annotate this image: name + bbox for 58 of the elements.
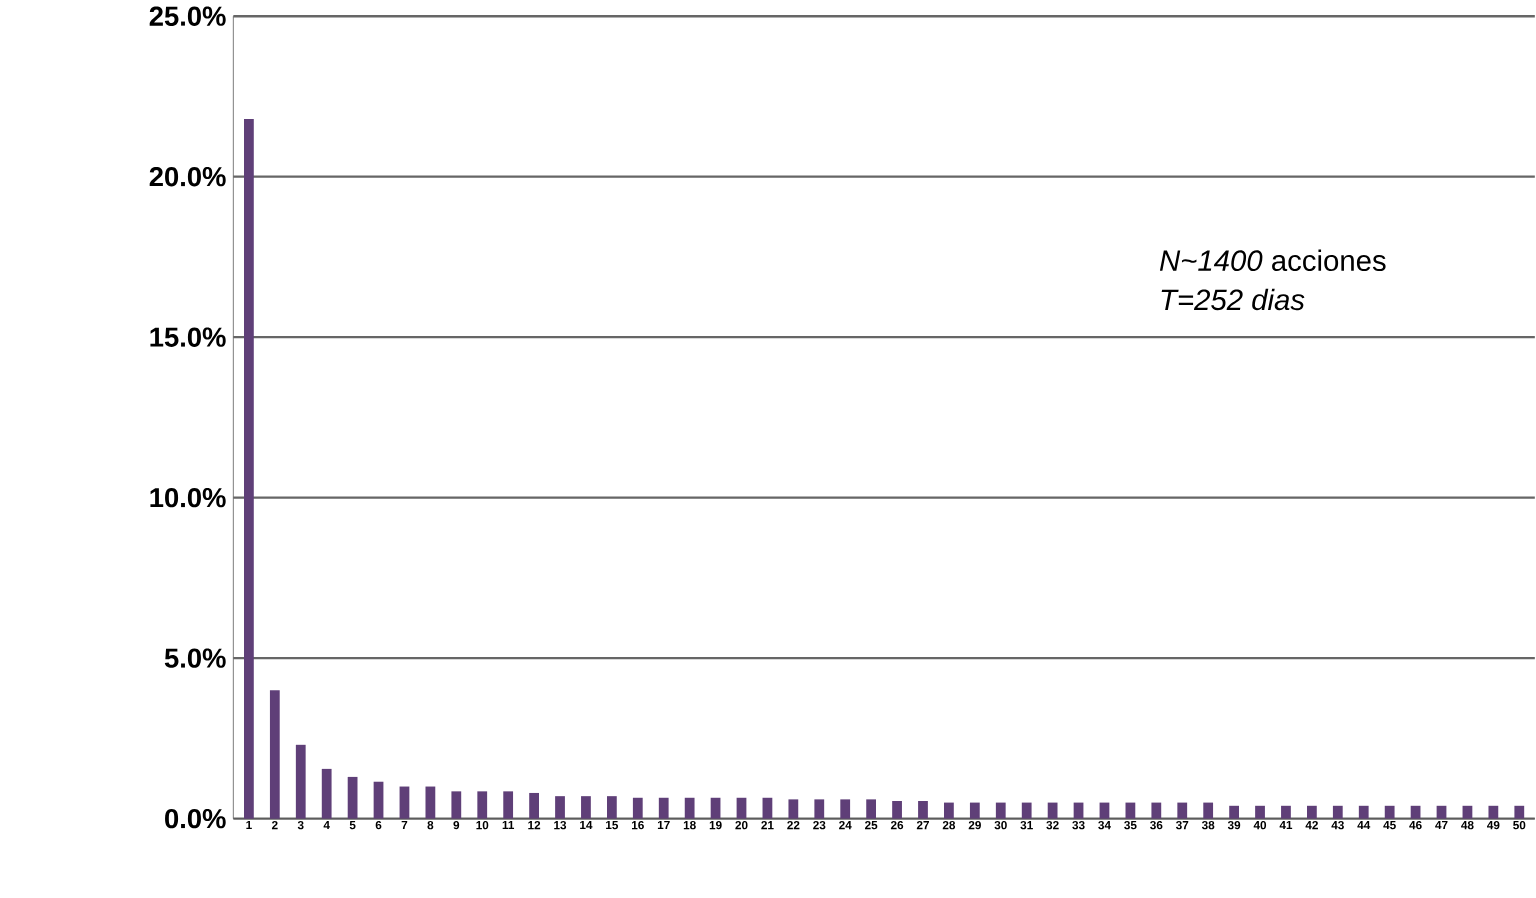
bar xyxy=(451,790,462,819)
bar xyxy=(1281,805,1291,819)
bar xyxy=(1384,805,1395,819)
bar xyxy=(503,790,514,819)
y-tick-label: 0.0% xyxy=(165,808,226,828)
bar xyxy=(1099,802,1110,819)
bar xyxy=(1306,805,1317,819)
bar xyxy=(606,795,617,819)
bar xyxy=(1177,802,1188,819)
bar xyxy=(295,744,306,819)
bar xyxy=(321,768,332,819)
bar xyxy=(373,781,384,819)
bar xyxy=(840,798,851,819)
bar xyxy=(581,795,591,819)
bar xyxy=(347,776,358,819)
bar xyxy=(736,797,747,819)
bar xyxy=(1436,805,1447,819)
bar xyxy=(425,786,436,819)
annotation: T=252 dias xyxy=(1161,288,1305,310)
bar xyxy=(866,798,877,819)
bar xyxy=(788,798,799,819)
bar xyxy=(892,800,902,819)
bar xyxy=(632,797,643,819)
bar xyxy=(529,792,539,819)
bar xyxy=(969,802,980,819)
bar xyxy=(1488,805,1499,819)
bar xyxy=(762,797,773,819)
bar xyxy=(1410,805,1421,819)
y-tick-label: 15.0% xyxy=(150,327,226,347)
bar xyxy=(658,797,669,819)
bar xyxy=(399,786,410,819)
bar xyxy=(1047,802,1058,819)
bar xyxy=(244,118,254,819)
annotation: N~1400 acciones xyxy=(1159,249,1386,271)
bar xyxy=(995,802,1006,819)
bar xyxy=(1229,805,1239,819)
bar xyxy=(1514,805,1525,819)
y-tick-label: 25.0% xyxy=(149,6,226,26)
bar xyxy=(814,798,825,819)
bar xyxy=(944,802,954,819)
bar xyxy=(1255,805,1265,819)
y-tick-label: 5.0% xyxy=(164,647,226,668)
bar xyxy=(1073,802,1084,819)
bar xyxy=(1021,802,1032,819)
bar xyxy=(1358,805,1369,819)
y-tick-label: 10.0% xyxy=(150,487,226,507)
bar xyxy=(269,689,280,819)
bar xyxy=(1332,805,1343,819)
y-tick-label: 20.0% xyxy=(149,166,226,186)
bar xyxy=(1151,802,1162,819)
bar xyxy=(918,800,928,819)
bar xyxy=(1203,802,1214,819)
bar xyxy=(477,790,488,819)
bar xyxy=(1125,802,1136,819)
bar xyxy=(684,797,695,819)
bar xyxy=(555,795,565,819)
bar xyxy=(1462,805,1473,819)
bar xyxy=(710,797,721,819)
